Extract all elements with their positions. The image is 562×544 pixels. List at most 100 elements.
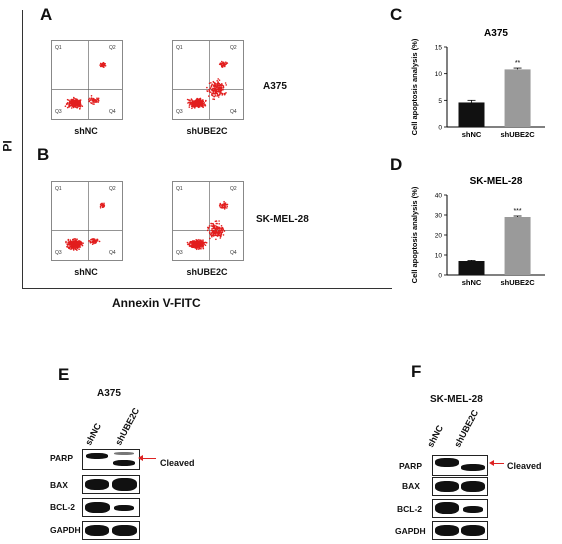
blot-f-strip-parp bbox=[432, 455, 488, 476]
flow-event bbox=[221, 60, 223, 63]
flow-event bbox=[218, 220, 220, 222]
flow-event bbox=[200, 244, 202, 246]
flow-row-a-cell-label: A375 bbox=[263, 81, 287, 92]
flow-event bbox=[203, 102, 205, 104]
band bbox=[85, 502, 110, 513]
blot-f-lane-shnc: shNC bbox=[425, 423, 446, 449]
flow-event bbox=[207, 226, 209, 229]
flow-event bbox=[81, 244, 84, 247]
blot-e-strip-gapdh bbox=[82, 521, 140, 540]
flow-event bbox=[97, 97, 100, 100]
flow-event bbox=[99, 207, 102, 209]
flow-event bbox=[68, 101, 71, 104]
flow-event bbox=[210, 225, 213, 227]
blot-e-cleaved-arrowhead-icon bbox=[138, 455, 143, 461]
flow-event bbox=[66, 98, 69, 101]
blot-f-label-bax: BAX bbox=[402, 481, 420, 491]
flow-event bbox=[67, 243, 69, 246]
blot-e-strip-parp bbox=[82, 449, 140, 470]
flow-event bbox=[218, 230, 220, 232]
significance-mark: ** bbox=[515, 60, 521, 67]
flow-event bbox=[196, 103, 199, 106]
flow-event bbox=[201, 101, 204, 104]
flow-event bbox=[103, 66, 105, 68]
panel-label-d: D bbox=[390, 155, 403, 174]
flow-event bbox=[96, 98, 99, 101]
flow-event bbox=[72, 246, 75, 248]
flow-event bbox=[222, 207, 224, 209]
flow-event bbox=[197, 241, 199, 244]
quadrant-label-q4: Q4 bbox=[230, 109, 237, 115]
flow-event bbox=[74, 245, 77, 248]
quadrant-label-q1: Q1 bbox=[55, 45, 62, 51]
flow-event bbox=[206, 86, 208, 89]
flow-event bbox=[209, 233, 212, 236]
flow-event bbox=[202, 239, 204, 241]
band bbox=[435, 481, 459, 492]
quadrant-label-q3: Q3 bbox=[176, 250, 183, 256]
quadrant-label-q2: Q2 bbox=[230, 186, 237, 192]
blot-f-cleaved-label: Cleaved bbox=[507, 461, 542, 471]
flow-event bbox=[214, 230, 217, 232]
flow-event bbox=[77, 244, 79, 246]
flow-event bbox=[77, 242, 80, 245]
flow-event bbox=[221, 94, 223, 96]
flow-event bbox=[95, 101, 97, 103]
flow-event bbox=[100, 204, 103, 207]
flow-event bbox=[225, 61, 227, 63]
quadrant-label-q1: Q1 bbox=[176, 45, 183, 51]
band bbox=[85, 479, 109, 490]
flow-event bbox=[79, 99, 82, 101]
blot-f-cleaved-arrow-icon bbox=[492, 463, 504, 464]
flow-event bbox=[201, 105, 204, 108]
flow-event bbox=[219, 89, 222, 92]
flow-event bbox=[216, 235, 219, 237]
flow-event-cloud bbox=[186, 200, 229, 251]
flow-event bbox=[217, 89, 220, 91]
flow-event bbox=[66, 245, 68, 248]
flow-event bbox=[197, 100, 199, 103]
flow-event bbox=[198, 244, 201, 246]
flow-event bbox=[199, 242, 201, 244]
y-tick-label: 0 bbox=[438, 125, 442, 132]
flow-event bbox=[225, 84, 227, 86]
flow-event bbox=[77, 102, 80, 104]
flow-event bbox=[216, 95, 218, 97]
flow-event bbox=[204, 103, 206, 106]
bar-shUBE2C bbox=[504, 69, 531, 127]
flow-event bbox=[76, 106, 78, 109]
blot-e-strip-bcl2 bbox=[82, 498, 140, 517]
flow-event bbox=[211, 93, 213, 95]
y-tick-label: 0 bbox=[438, 273, 442, 280]
flow-event bbox=[74, 248, 77, 250]
x-tick-label: shUBE2C bbox=[500, 278, 535, 287]
flow-event bbox=[76, 238, 78, 240]
flow-event bbox=[195, 246, 198, 249]
flow-event bbox=[192, 246, 195, 248]
flow-event bbox=[75, 102, 78, 105]
flow-event bbox=[70, 246, 73, 249]
flow-event bbox=[219, 87, 221, 90]
flow-event bbox=[197, 245, 200, 248]
flow-event bbox=[212, 227, 215, 230]
x-tick-label: shNC bbox=[462, 278, 482, 287]
flow-event bbox=[190, 105, 193, 108]
flow-event bbox=[78, 240, 80, 242]
y-tick-label: 10 bbox=[435, 253, 443, 260]
flow-event bbox=[202, 246, 204, 248]
flow-event bbox=[80, 242, 83, 244]
bar-chart-skmel28: SK-MEL-28 Cell apoptosis analysis (%) 0 10 2… bbox=[410, 176, 545, 287]
flow-event bbox=[101, 64, 103, 66]
flow-event bbox=[200, 246, 203, 248]
flow-event bbox=[67, 246, 69, 248]
flow-event bbox=[219, 202, 222, 205]
blot-f-label-parp: PARP bbox=[399, 461, 422, 471]
flow-event bbox=[76, 104, 78, 107]
quadrant-label-q4: Q4 bbox=[230, 250, 237, 256]
flow-event bbox=[104, 65, 107, 67]
flow-event bbox=[225, 92, 227, 94]
flow-event bbox=[215, 85, 217, 87]
flow-event bbox=[191, 246, 194, 249]
flow-event bbox=[221, 228, 223, 230]
flow-event bbox=[223, 200, 225, 203]
